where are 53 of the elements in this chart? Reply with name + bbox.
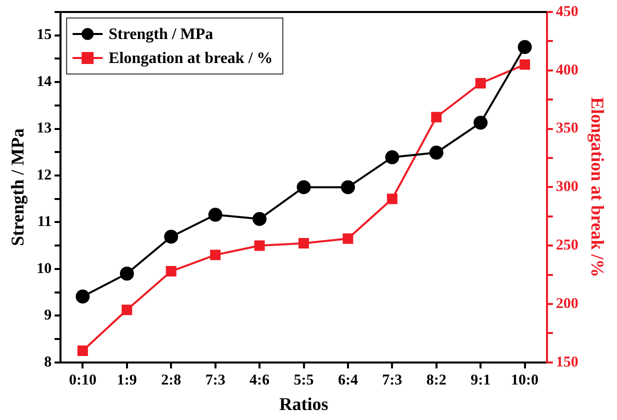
y-tick-label: 10	[36, 260, 52, 277]
x-tick-label: 10:0	[511, 372, 539, 388]
point	[210, 250, 221, 260]
x-tick-label: 0:10	[68, 372, 96, 388]
y2-tick-label: 250	[556, 237, 578, 254]
point	[474, 116, 488, 130]
point	[298, 238, 309, 249]
y-tick-label: 8	[44, 354, 52, 370]
point	[164, 230, 178, 244]
point	[296, 180, 311, 194]
point	[252, 212, 267, 226]
x-tick-label: 5:5	[294, 372, 314, 388]
y2-tick-label: 200	[556, 296, 578, 312]
y2-tick-label: 350	[556, 120, 578, 137]
point	[386, 194, 398, 204]
x-tick-label: 7:3	[205, 372, 226, 388]
point	[166, 266, 176, 277]
y-tick-label: 13	[36, 120, 52, 137]
y-tick-label: 12	[36, 167, 52, 184]
point	[475, 78, 486, 88]
point	[429, 146, 444, 160]
y-tick-label: 15	[36, 27, 52, 44]
x-tick-label: 9:1	[470, 372, 491, 388]
y2-tick-label: 400	[556, 62, 578, 78]
y2-tick-label: 150	[556, 354, 578, 370]
y-axis-title: Strength / MPa	[7, 128, 28, 246]
y2-tick-label: 300	[556, 179, 578, 196]
point	[122, 304, 132, 316]
x-tick-label: 4:6	[250, 372, 270, 388]
x-tick-label: 2:8	[161, 372, 182, 388]
point	[385, 150, 400, 164]
legend-label: Elongation at break / %	[108, 50, 273, 68]
point	[120, 266, 134, 281]
point	[254, 240, 265, 251]
point	[340, 180, 355, 194]
y-tick-label: 14	[36, 74, 52, 90]
x-tick-label: 8:2	[426, 372, 446, 388]
point	[520, 59, 530, 70]
x-tick-label: 1:9	[116, 372, 137, 388]
legend-label: Strength / MPa	[108, 26, 214, 44]
point	[208, 208, 222, 222]
point	[518, 40, 532, 54]
y2-axis-title: Elongation at break /%	[588, 97, 608, 278]
point	[431, 112, 442, 122]
point	[342, 233, 354, 244]
point	[77, 345, 88, 356]
y2-tick-label: 450	[556, 4, 578, 20]
y-tick-label: 9	[44, 308, 52, 324]
x-tick-label: 6:4	[338, 372, 358, 388]
y-tick-label: 11	[37, 214, 52, 230]
x-tick-label: 7:3	[382, 372, 402, 388]
point	[76, 290, 90, 304]
x-axis-title: Ratios	[279, 394, 328, 414]
